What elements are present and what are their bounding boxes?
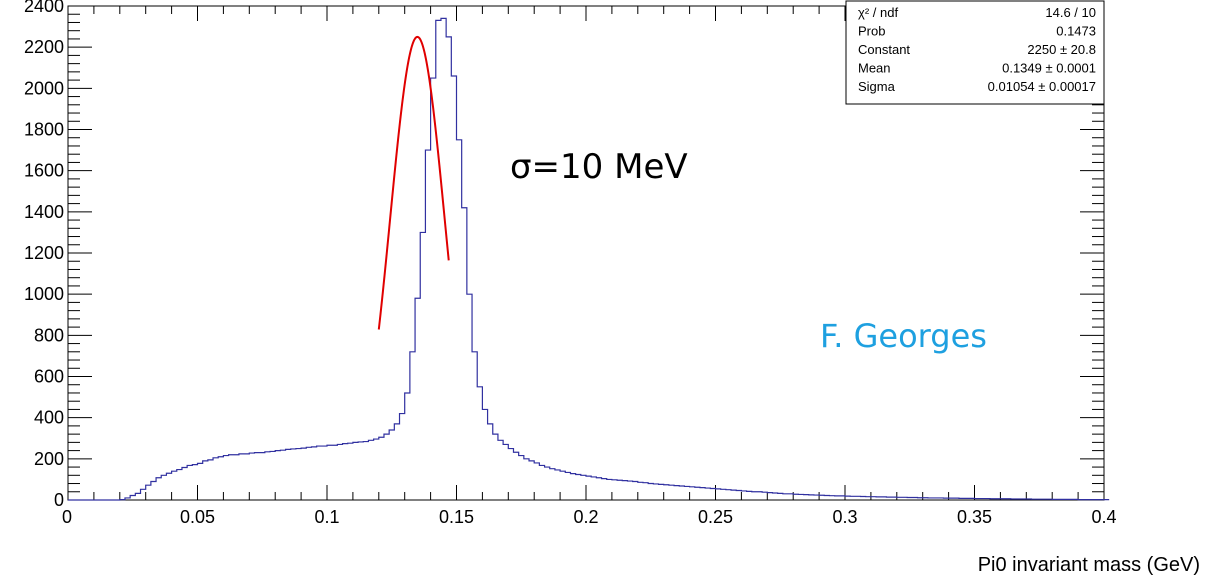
y-tick-label: 2200 [24,37,64,57]
x-tick-label: 0.1 [314,507,339,527]
stats-row-label: Mean [858,61,891,76]
y-tick-label: 2000 [24,78,64,98]
stats-row-value: 0.1473 [1056,24,1096,39]
stats-row-value: 14.6 / 10 [1045,5,1096,20]
stats-row-label: Sigma [858,79,896,94]
sigma-annotation: σ=10 MeV [510,147,688,187]
y-tick-label: 1800 [24,120,64,140]
histogram-series [68,17,1110,501]
y-tick-label: 1000 [24,284,64,304]
x-tick-label: 0.05 [180,507,215,527]
axis-ticks: 0 200 400 600 800 1000 1200 1400 1600 1800 2000 220… [24,0,1117,527]
stats-row-label: Prob [858,24,885,39]
x-tick-label: 0.4 [1091,507,1116,527]
y-tick-label: 1200 [24,243,64,263]
stats-row-label: Constant [858,42,910,57]
y-tick-label: 0 [54,490,64,510]
y-tick-label: 600 [34,367,64,387]
stats-row-value: 2250 ± 20.8 [1027,42,1096,57]
x-axis-label: Pi0 invariant mass (GeV) [978,554,1200,576]
x-tick-label: 0.3 [832,507,857,527]
x-tick-label: 0.2 [573,507,598,527]
x-tick-label: 0.15 [439,507,474,527]
stats-box-border [845,0,1105,105]
y-tick-label: 1400 [24,202,64,222]
histogram-line [68,17,1110,501]
gaussian-fit-curve [377,35,450,330]
x-tick-label: 0.35 [957,507,992,527]
x-tick-label: 0.25 [698,507,733,527]
stats-box: χ² / ndf 14.6 / 10 Prob 0.1473 Constant 2250 … [845,0,1105,105]
stats-row-value: 0.01054 ± 0.00017 [988,79,1096,94]
y-tick-label: 400 [34,408,64,428]
y-tick-label: 1600 [24,161,64,181]
y-tick-label: 200 [34,449,64,469]
stats-row-value: 0.1349 ± 0.0001 [1002,61,1096,76]
x-tick-label: 0 [62,507,72,527]
y-tick-label: 800 [34,325,64,345]
fit-curve-group [377,35,450,330]
stats-row-label: χ² / ndf [858,5,898,20]
y-tick-label: 2400 [24,0,64,16]
author-annotation: F. Georges [820,317,987,355]
